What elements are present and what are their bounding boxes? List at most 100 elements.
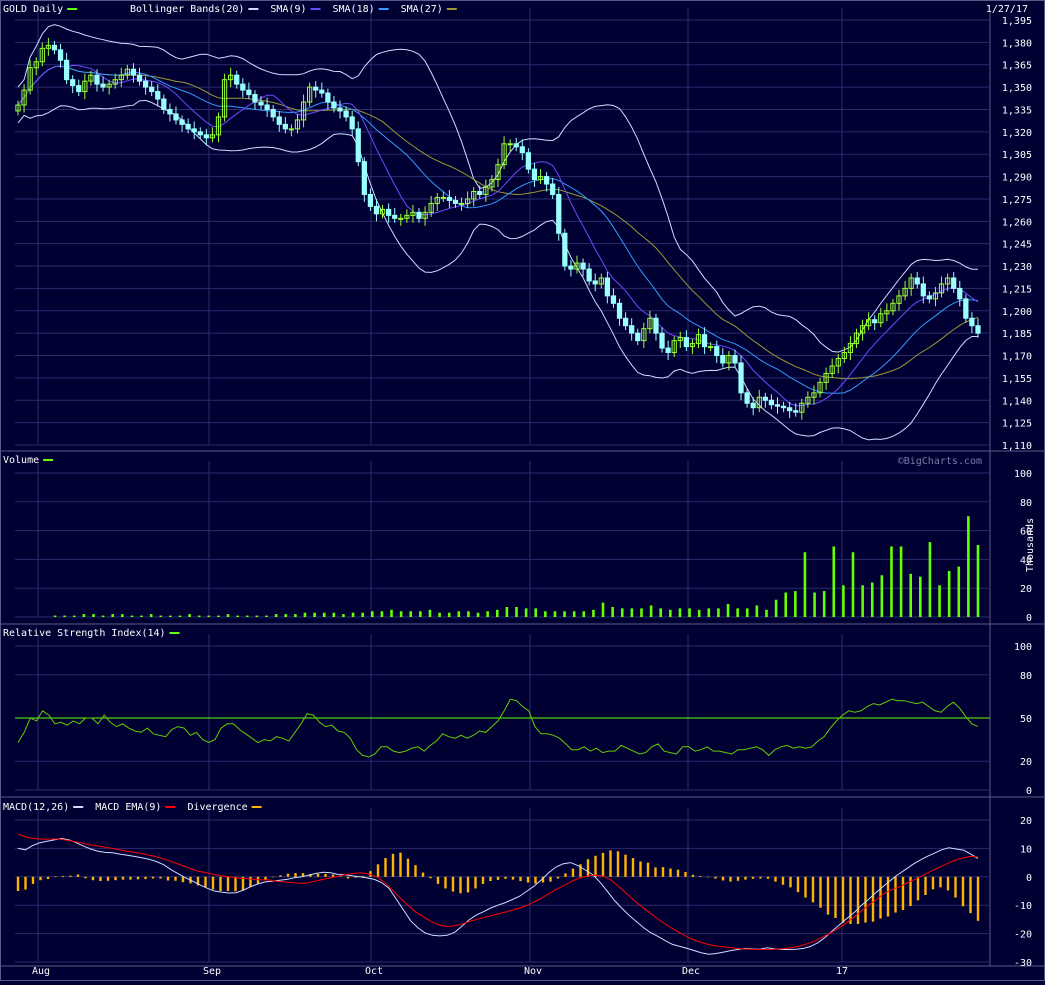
divergence-bar [459, 876, 462, 894]
volume-bar [678, 608, 682, 617]
candle-down [337, 107, 343, 112]
candle-down [683, 337, 689, 348]
divergence-bar [204, 876, 207, 888]
volume-bar [899, 546, 903, 617]
candle-up [853, 332, 860, 345]
divergence-bar [376, 864, 380, 877]
xtick-label: Sep [203, 966, 221, 977]
candle-up [647, 317, 653, 330]
divergence-bar [646, 862, 650, 877]
candle-down [872, 319, 878, 324]
volume-bar [111, 614, 114, 617]
volume-bar [342, 614, 345, 617]
price-ytick-label: 1,380 [1002, 38, 1032, 49]
volume-bar [534, 608, 538, 617]
candle-up [799, 402, 805, 413]
volume-bar [861, 585, 864, 617]
divergence-bar [751, 876, 755, 879]
candle-down [610, 295, 617, 304]
divergence-bar [864, 876, 867, 923]
divergence-bar [894, 876, 897, 913]
divergence-bar [399, 852, 402, 877]
divergence-bar [886, 876, 890, 917]
candle-up [805, 396, 811, 404]
divergence-bar [946, 876, 950, 891]
candle-down [750, 402, 756, 409]
candle-down [556, 193, 562, 234]
candle-up [847, 343, 854, 354]
candle-up [21, 89, 27, 106]
candle-down [270, 108, 276, 118]
candle-up [708, 346, 714, 349]
volume-bar [630, 608, 634, 617]
candle-up [932, 292, 939, 300]
volume-bar [245, 615, 249, 617]
divergence-bar [691, 874, 695, 877]
volume-bar [640, 608, 643, 617]
divergence-bar [174, 876, 177, 881]
price-ytick-label: 1,305 [1002, 150, 1032, 161]
candle-down [149, 86, 155, 93]
volume-bar [399, 611, 403, 617]
volume-bar [284, 614, 288, 617]
volume-bar [476, 612, 480, 617]
candle-down [349, 116, 355, 130]
candle-down [969, 317, 975, 327]
candle-up [695, 334, 702, 345]
candle-up [495, 164, 501, 181]
divergence-bar [819, 876, 822, 908]
volume-bar [274, 614, 278, 617]
divergence-bar [346, 876, 350, 879]
candle-down [635, 332, 641, 342]
divergence-bar [406, 858, 410, 877]
volume-bar [505, 606, 509, 617]
divergence-bar [496, 876, 500, 880]
divergence-bar [759, 876, 762, 879]
candle-down [622, 317, 629, 327]
candle-down [94, 74, 100, 85]
divergence-bar [421, 872, 425, 877]
volume-bar [582, 611, 586, 617]
candle-up [209, 134, 216, 139]
candle-down [70, 79, 76, 87]
candle-down [604, 277, 610, 297]
divergence-bar [121, 876, 125, 880]
candle-down [179, 119, 185, 125]
divergence-bar [61, 875, 65, 877]
candle-down [191, 128, 197, 133]
divergence-bar [856, 876, 860, 924]
divergence-bar [196, 876, 200, 886]
candle-up [817, 381, 823, 394]
volume-bar [880, 575, 884, 617]
volume-bar [813, 592, 816, 617]
divergence-bar [504, 876, 507, 879]
candle-up [471, 190, 477, 200]
divergence-bar [481, 876, 485, 884]
candle-up [890, 302, 896, 312]
rsi-ytick-label: 100 [1014, 642, 1032, 653]
rsi-ytick-label: 80 [1020, 671, 1032, 682]
candle-down [525, 152, 532, 170]
volume-bar [495, 609, 499, 617]
candle-down [240, 83, 246, 91]
volume-bar [121, 614, 124, 617]
candle-up [878, 313, 884, 324]
volume-ytick-label: 80 [1020, 498, 1032, 509]
price-ytick-label: 1,125 [1002, 419, 1032, 430]
price-legend-label: SMA(18) [333, 4, 375, 15]
price-ytick-label: 1,395 [1002, 16, 1032, 27]
candle-up [39, 47, 45, 63]
candle-up [88, 74, 94, 82]
volume-bar [717, 608, 720, 617]
divergence-bar [631, 858, 635, 877]
divergence-bar [534, 876, 537, 884]
volume-bar [332, 612, 336, 617]
candle-down [714, 346, 720, 357]
volume-ytick-label: 100 [1014, 469, 1032, 480]
price-ytick-label: 1,140 [1002, 396, 1032, 407]
candle-down [76, 85, 82, 93]
volume-bar [82, 614, 86, 617]
divergence-bar [669, 868, 672, 877]
